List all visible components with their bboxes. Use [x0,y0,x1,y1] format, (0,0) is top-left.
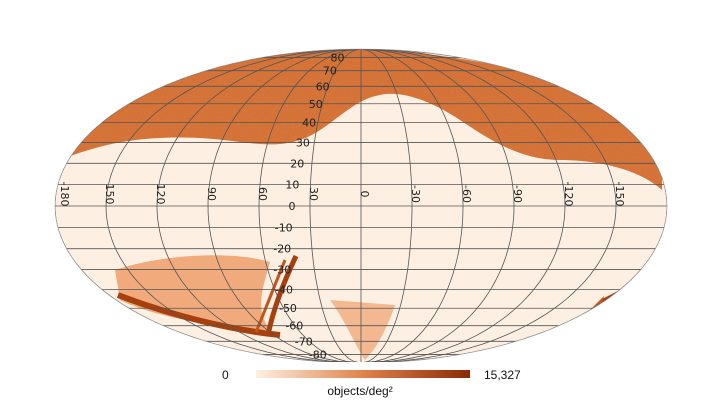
longitude-line [360,49,566,362]
latitude-label: 80 [330,52,344,65]
latitude-label: -60 [285,320,303,333]
longitude-line [360,49,515,362]
longitude-label: -90 [511,185,524,203]
colorbar: 0 15,327 objects/deg² [0,362,720,402]
longitude-label: 60 [256,187,269,201]
longitude-labels: -180 150 120 90 60 30 0 -30 -60 -90 -120 -150 [58,182,626,207]
longitude-label: -150 [613,182,626,207]
longitude-label: -30 [409,185,422,203]
latitude-label: 20 [290,157,304,170]
latitude-label: -40 [275,283,293,296]
latitude-label: -50 [279,302,297,315]
latitude-label: 10 [285,179,299,192]
longitude-label: 0 [358,191,371,198]
latitude-label: -30 [273,263,291,276]
longitude-label: 30 [307,187,320,201]
latitude-label: 30 [296,137,310,150]
latitude-label: 40 [302,117,316,130]
longitude-line [258,49,362,362]
longitude-line [207,49,362,362]
latitude-label: 70 [323,65,337,78]
longitude-line [360,49,617,362]
colorbar-unit-label: objects/deg² [327,384,393,398]
longitude-line [156,49,362,362]
longitude-label: 90 [205,187,218,201]
longitude-line [309,49,362,362]
latitude-label: 0 [289,200,296,213]
map-outline [54,48,668,362]
longitude-label: 120 [154,184,167,205]
longitude-line [360,49,413,362]
latitude-label: 50 [309,98,323,111]
longitude-label: 150 [103,184,116,205]
latitude-label: 60 [316,80,330,93]
latitude-label: -10 [275,221,293,234]
longitude-line [105,49,362,362]
colorbar-gradient [256,370,470,378]
colorbar-min-label: 0 [222,368,229,382]
longitude-line [360,49,464,362]
longitude-label: -60 [460,185,473,203]
colorbar-max-label: 15,327 [484,368,521,382]
latitude-label: -70 [295,335,313,348]
latitude-label: -80 [309,348,327,361]
density-region-north [60,49,662,190]
longitude-label: -180 [58,182,71,207]
latitude-label: -20 [273,243,291,256]
longitude-label: -120 [562,182,575,207]
